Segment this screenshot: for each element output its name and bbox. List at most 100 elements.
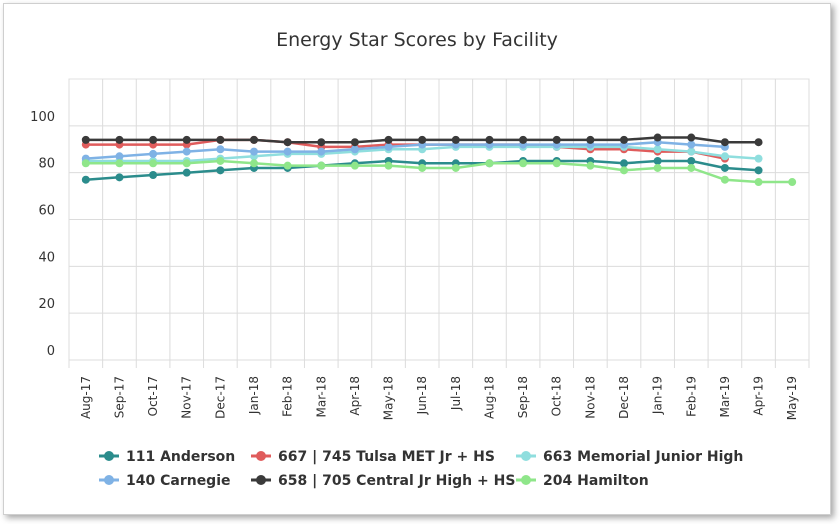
series-3 [81, 138, 729, 163]
data-point[interactable] [687, 156, 696, 165]
x-tick-label: Jan-19 [651, 376, 665, 415]
data-point[interactable] [250, 159, 258, 168]
data-point[interactable] [754, 178, 763, 187]
x-tick-label: Jul-18 [449, 376, 463, 411]
legend-label: 663 Memorial Junior High [543, 449, 743, 465]
data-point[interactable] [182, 168, 191, 177]
data-point[interactable] [283, 147, 292, 156]
legend-label: 111 Anderson [126, 449, 235, 465]
x-tick-label: Oct-18 [550, 376, 564, 416]
data-point[interactable] [115, 173, 124, 182]
legend-item-0[interactable]: 111 Anderson [99, 449, 235, 465]
data-point[interactable] [283, 161, 292, 170]
data-point[interactable] [418, 135, 427, 144]
legend-marker [521, 451, 531, 461]
data-point[interactable] [687, 147, 696, 156]
legend-marker [104, 475, 114, 485]
data-point[interactable] [115, 152, 124, 161]
y-tick-label: 80 [38, 157, 55, 172]
data-point[interactable] [720, 175, 729, 184]
x-tick-label: Jun-18 [415, 376, 429, 415]
data-point[interactable] [81, 135, 90, 144]
data-point[interactable] [720, 163, 729, 172]
data-point[interactable] [451, 163, 460, 172]
series-group [81, 133, 797, 187]
y-tick-label: 20 [38, 297, 55, 312]
data-point[interactable] [350, 138, 359, 147]
data-point[interactable] [216, 145, 225, 154]
data-point[interactable] [317, 161, 326, 170]
data-point[interactable] [283, 138, 292, 147]
data-point[interactable] [317, 138, 326, 147]
data-point[interactable] [81, 159, 90, 168]
data-point[interactable] [216, 156, 225, 165]
data-point[interactable] [687, 133, 696, 142]
data-point[interactable] [653, 133, 662, 142]
x-tick-label: Apr-19 [752, 376, 766, 416]
x-tick-label: Aug-17 [79, 376, 93, 419]
data-point[interactable] [350, 145, 359, 154]
y-axis: 0 20 40 60 80 100 [30, 110, 55, 359]
data-point[interactable] [350, 161, 359, 170]
legend-item-5[interactable]: 204 Hamilton [516, 473, 649, 489]
data-point[interactable] [182, 135, 191, 144]
legend-item-2[interactable]: 663 Memorial Junior High [516, 449, 743, 465]
data-point[interactable] [317, 147, 326, 156]
legend-item-1[interactable]: 667 | 745 Tulsa MET Jr + HS [251, 449, 495, 465]
data-point[interactable] [384, 142, 393, 151]
data-point[interactable] [620, 166, 628, 175]
data-point[interactable] [720, 152, 729, 161]
data-point[interactable] [81, 175, 90, 184]
data-point[interactable] [485, 159, 494, 168]
data-point[interactable] [149, 135, 158, 144]
data-point[interactable] [115, 159, 124, 168]
x-tick-label: Dec-18 [617, 376, 631, 419]
data-point[interactable] [451, 135, 460, 144]
data-point[interactable] [519, 135, 528, 144]
data-point[interactable] [586, 135, 595, 144]
data-point[interactable] [653, 145, 662, 154]
data-point[interactable] [216, 166, 225, 175]
data-point[interactable] [216, 135, 225, 144]
data-point[interactable] [519, 159, 528, 168]
data-point[interactable] [384, 135, 393, 144]
data-point[interactable] [250, 135, 258, 144]
x-tick-label: Dec-17 [213, 376, 227, 419]
data-point[interactable] [149, 149, 158, 158]
y-tick-label: 60 [38, 204, 55, 219]
data-point[interactable] [754, 154, 763, 163]
data-point[interactable] [115, 135, 124, 144]
legend-label: 140 Carnegie [126, 473, 231, 489]
legend-item-4[interactable]: 658 | 705 Central Jr High + HS [251, 473, 515, 489]
legend-label: 658 | 705 Central Jr High + HS [278, 473, 515, 489]
x-axis: Aug-17 Sep-17 Oct-17 Nov-17 Dec-17 Jan-18 Feb-… [79, 376, 799, 420]
chart-title: Energy Star Scores by Facility [276, 29, 558, 51]
data-point[interactable] [182, 159, 191, 168]
data-point[interactable] [653, 163, 662, 172]
data-point[interactable] [754, 166, 763, 175]
line-chart: Energy Star Scores by Facility 0 20 40 60 80… [30, 29, 810, 489]
data-point[interactable] [384, 161, 393, 170]
data-point[interactable] [552, 159, 561, 168]
x-tick-label: Nov-17 [180, 376, 194, 419]
data-point[interactable] [149, 171, 158, 180]
data-point[interactable] [552, 135, 561, 144]
data-point[interactable] [720, 138, 729, 147]
data-point[interactable] [687, 140, 696, 149]
data-point[interactable] [653, 156, 662, 165]
data-point[interactable] [182, 147, 191, 156]
data-point[interactable] [418, 163, 427, 172]
data-point[interactable] [485, 135, 494, 144]
data-point[interactable] [620, 159, 628, 168]
y-tick-label: 40 [38, 250, 55, 265]
legend-item-3[interactable]: 140 Carnegie [99, 473, 231, 489]
data-point[interactable] [687, 163, 696, 172]
data-point[interactable] [754, 138, 763, 147]
data-point[interactable] [586, 161, 595, 170]
x-tick-label: Feb-19 [684, 376, 698, 417]
data-point[interactable] [620, 135, 628, 144]
data-point[interactable] [788, 178, 797, 187]
data-point[interactable] [250, 147, 258, 156]
x-tick-label: Mar-19 [718, 376, 732, 417]
data-point[interactable] [149, 159, 158, 168]
